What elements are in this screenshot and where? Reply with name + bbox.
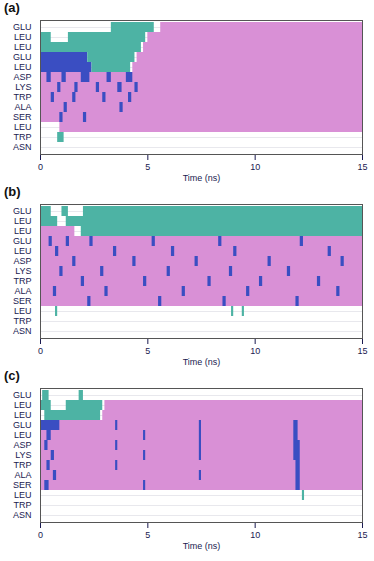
svg-text:0: 0 (38, 346, 43, 356)
svg-text:15: 15 (357, 162, 367, 172)
svg-text:5: 5 (145, 162, 150, 172)
svg-text:ALA: ALA (14, 286, 31, 296)
svg-text:LEU: LEU (14, 410, 32, 420)
svg-text:10: 10 (250, 346, 260, 356)
svg-text:LEU: LEU (14, 62, 32, 72)
svg-text:LEU: LEU (14, 32, 32, 42)
svg-text:LEU: LEU (14, 226, 32, 236)
svg-text:GLU: GLU (13, 206, 32, 216)
svg-text:LEU: LEU (14, 306, 32, 316)
html-text:(a): (a) (4, 0, 20, 15)
svg-text:GLU: GLU (13, 236, 32, 246)
svg-text:ASN: ASN (13, 510, 32, 520)
svg-text:LEU: LEU (14, 490, 32, 500)
svg-text:GLU: GLU (13, 420, 32, 430)
svg-text:LEU: LEU (14, 216, 32, 226)
svg-text:TRP: TRP (14, 316, 32, 326)
svg-text:LYS: LYS (15, 266, 31, 276)
svg-text:TRP: TRP (14, 92, 32, 102)
svg-text:Time (ns): Time (ns) (183, 357, 221, 367)
svg-text:LYS: LYS (15, 82, 31, 92)
svg-text:10: 10 (250, 530, 260, 540)
svg-text:ASP: ASP (13, 256, 31, 266)
svg-text:SER: SER (13, 480, 32, 490)
svg-text:SER: SER (13, 296, 32, 306)
svg-text:LEU: LEU (14, 42, 32, 52)
svg-text:15: 15 (357, 346, 367, 356)
svg-text:ASP: ASP (13, 440, 31, 450)
svg-text:0: 0 (38, 162, 43, 172)
svg-text:5: 5 (145, 530, 150, 540)
svg-text:TRP: TRP (14, 460, 32, 470)
svg-text:15: 15 (357, 530, 367, 540)
html-text:(c): (c) (4, 368, 20, 383)
svg-text:ASN: ASN (13, 142, 32, 152)
svg-text:TRP: TRP (14, 132, 32, 142)
svg-text:5: 5 (145, 346, 150, 356)
svg-text:LEU: LEU (14, 400, 32, 410)
svg-text:10: 10 (250, 162, 260, 172)
html-text:(b): (b) (4, 184, 21, 199)
svg-text:0: 0 (38, 530, 43, 540)
svg-text:GLU: GLU (13, 52, 32, 62)
svg-text:LEU: LEU (14, 122, 32, 132)
svg-text:SER: SER (13, 112, 32, 122)
svg-text:LEU: LEU (14, 430, 32, 440)
svg-text:ASN: ASN (13, 326, 32, 336)
svg-text:TRP: TRP (14, 500, 32, 510)
svg-text:ALA: ALA (14, 102, 31, 112)
svg-text:LYS: LYS (15, 450, 31, 460)
svg-text:GLU: GLU (13, 22, 32, 32)
svg-text:Time (ns): Time (ns) (183, 173, 221, 183)
svg-text:ASP: ASP (13, 72, 31, 82)
svg-text:TRP: TRP (14, 276, 32, 286)
svg-text:LEU: LEU (14, 246, 32, 256)
svg-text:GLU: GLU (13, 390, 32, 400)
svg-text:Time (ns): Time (ns) (183, 541, 221, 551)
svg-text:ALA: ALA (14, 470, 31, 480)
